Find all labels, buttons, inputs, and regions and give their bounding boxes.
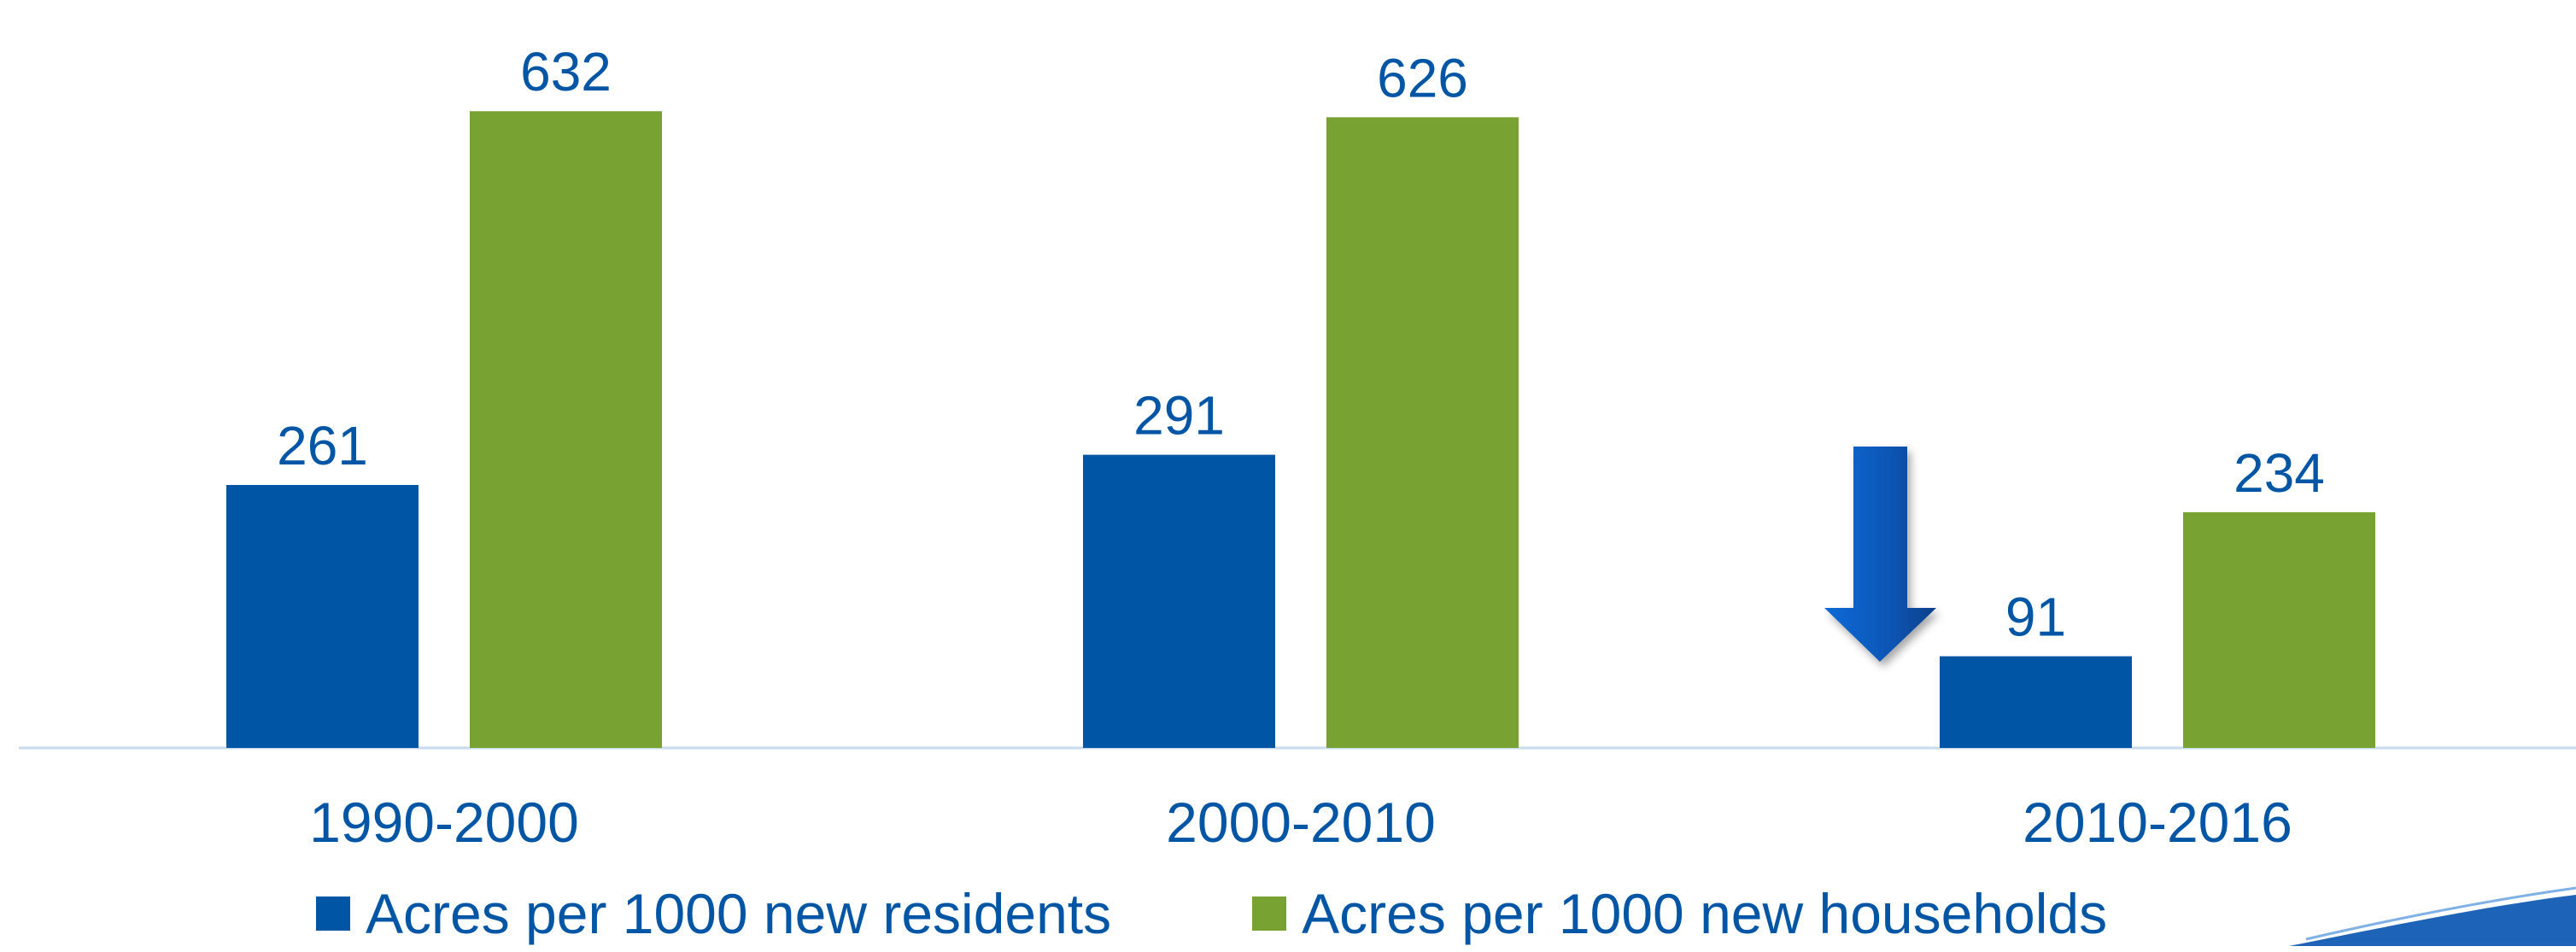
legend-swatch-households — [1252, 897, 1287, 931]
x-tick-label-2010-2016: 2010-2016 — [2023, 791, 2292, 854]
value-label-residents-1990-2000: 261 — [277, 415, 368, 476]
value-label-households-1990-2000: 632 — [520, 41, 612, 102]
down-arrow-icon — [1824, 447, 1936, 662]
x-tick-label-2000-2010: 2000-2010 — [1166, 791, 1436, 854]
value-label-residents-2010-2016: 91 — [2005, 587, 2066, 648]
bar-residents-2010-2016 — [1940, 656, 2132, 748]
legend-item-households: Acres per 1000 new households — [1252, 881, 2107, 946]
value-label-households-2000-2010: 626 — [1377, 47, 1468, 108]
legend-swatch-residents — [316, 897, 350, 931]
bar-households-1990-2000 — [470, 111, 662, 749]
value-label-residents-2000-2010: 291 — [1133, 385, 1225, 447]
bar-households-2000-2010 — [1326, 117, 1519, 748]
legend-label-residents: Acres per 1000 new residents — [366, 882, 1112, 945]
legend: Acres per 1000 new residents Acres per 1… — [316, 875, 2107, 952]
x-tick-label-1990-2000: 1990-2000 — [309, 791, 579, 854]
legend-item-residents: Acres per 1000 new residents — [316, 881, 1111, 946]
corner-swoosh-decoration — [2289, 886, 2576, 946]
legend-label-households: Acres per 1000 new households — [1302, 882, 2108, 945]
bar-residents-2000-2010 — [1083, 454, 1275, 748]
bar-households-2010-2016 — [2183, 511, 2375, 748]
bar-residents-1990-2000 — [226, 485, 419, 748]
value-label-households-2010-2016: 234 — [2234, 442, 2325, 504]
